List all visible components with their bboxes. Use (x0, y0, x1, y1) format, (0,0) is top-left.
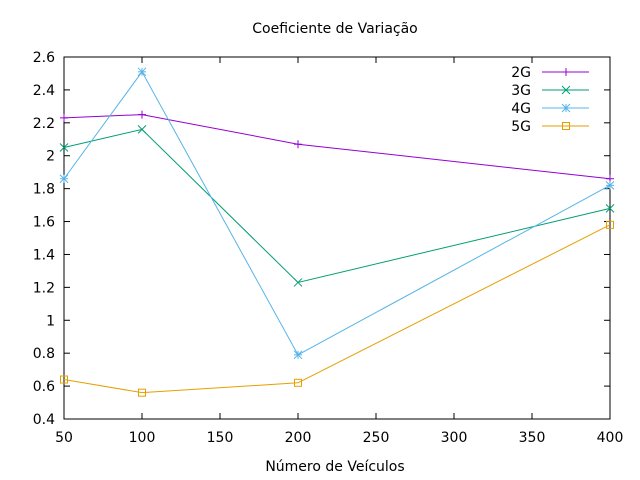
legend-label: 3G (511, 83, 531, 99)
y-tick-label: 1.4 (33, 247, 55, 263)
x-tick-label: 200 (285, 430, 312, 446)
x-tick-label: 100 (129, 430, 156, 446)
legend: 2G 3G 4G 5G (511, 65, 589, 135)
legend-label: 2G (511, 65, 531, 81)
series-2G (60, 110, 614, 183)
point-marker (60, 375, 68, 384)
x-tick-label: 150 (207, 430, 234, 446)
x-tick-label: 350 (519, 430, 546, 446)
point-marker (293, 350, 303, 360)
series-3G (59, 125, 615, 287)
series-5G (60, 220, 614, 397)
y-tick-label: 1 (46, 313, 55, 329)
y-tick-label: 2.2 (33, 116, 55, 132)
series-line (63, 114, 611, 180)
series-layer (59, 67, 615, 397)
chart-title: Coeficiente de Variação (252, 21, 417, 37)
point-marker (605, 204, 615, 213)
y-tick-label: 2.4 (33, 83, 55, 99)
series-4G (59, 67, 615, 360)
x-tick-label: 400 (597, 430, 624, 446)
point-marker (605, 180, 615, 190)
point-marker (138, 388, 146, 397)
point-marker (606, 220, 614, 229)
plot-frame (63, 56, 611, 420)
y-tick-label: 0.8 (33, 346, 55, 362)
y-tick-label: 1.6 (33, 215, 55, 231)
series-line (63, 224, 611, 394)
legend-label: 4G (511, 101, 531, 117)
legend-label: 5G (511, 119, 531, 135)
y-tick-label: 0.4 (33, 412, 55, 428)
point-marker (137, 125, 147, 134)
y-tick-label: 2.6 (33, 50, 55, 66)
series-line (63, 70, 611, 356)
x-axis-label: Número de Veículos (265, 459, 404, 475)
point-marker (59, 174, 69, 184)
point-marker (561, 85, 571, 95)
ticks: 0.4 0.6 0.8 1 1.2 1.4 1.6 1.8 2 2.2 2.4 2.6 50 100 150… (33, 50, 624, 446)
x-tick-label: 50 (55, 430, 73, 446)
point-marker (562, 122, 570, 130)
y-tick-label: 2 (46, 149, 55, 165)
y-tick-label: 0.6 (33, 379, 55, 395)
series-line (63, 128, 611, 283)
point-marker (294, 378, 302, 387)
y-tick-label: 1.8 (33, 182, 55, 198)
x-tick-label: 250 (363, 430, 390, 446)
point-marker (59, 143, 69, 152)
point-marker (137, 67, 147, 77)
point-marker (561, 103, 571, 113)
x-tick-label: 300 (441, 430, 468, 446)
point-marker (293, 278, 303, 287)
y-tick-label: 1.2 (33, 280, 55, 296)
